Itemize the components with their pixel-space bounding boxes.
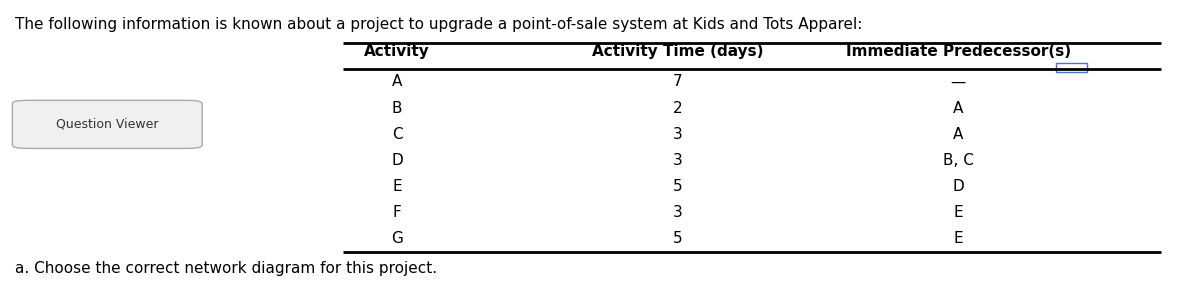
Text: 7: 7 [673, 74, 683, 89]
FancyBboxPatch shape [12, 100, 203, 148]
Text: The following information is known about a project to upgrade a point-of-sale sy: The following information is known about… [14, 17, 862, 32]
Text: Activity Time (days): Activity Time (days) [592, 44, 763, 59]
Text: G: G [391, 231, 403, 246]
Text: 3: 3 [673, 127, 683, 142]
Text: Question Viewer: Question Viewer [56, 118, 158, 131]
Text: a. Choose the correct network diagram for this project.: a. Choose the correct network diagram fo… [14, 261, 437, 276]
Text: D: D [953, 179, 965, 194]
Text: 2: 2 [673, 101, 683, 115]
Text: A: A [391, 74, 402, 89]
Text: A: A [953, 127, 964, 142]
FancyBboxPatch shape [1056, 63, 1087, 72]
Text: 3: 3 [673, 205, 683, 220]
Text: Immediate Predecessor(s): Immediate Predecessor(s) [846, 44, 1070, 59]
Text: B, C: B, C [943, 153, 973, 168]
Text: C: C [391, 127, 402, 142]
Text: 5: 5 [673, 231, 683, 246]
Text: 5: 5 [673, 179, 683, 194]
Text: B: B [391, 101, 402, 115]
Text: E: E [954, 205, 964, 220]
Text: E: E [392, 179, 402, 194]
Text: F: F [392, 205, 401, 220]
Text: D: D [391, 153, 403, 168]
Text: A: A [953, 101, 964, 115]
Text: Activity: Activity [364, 44, 430, 59]
Text: 3: 3 [673, 153, 683, 168]
Text: —: — [950, 74, 966, 89]
Text: E: E [954, 231, 964, 246]
